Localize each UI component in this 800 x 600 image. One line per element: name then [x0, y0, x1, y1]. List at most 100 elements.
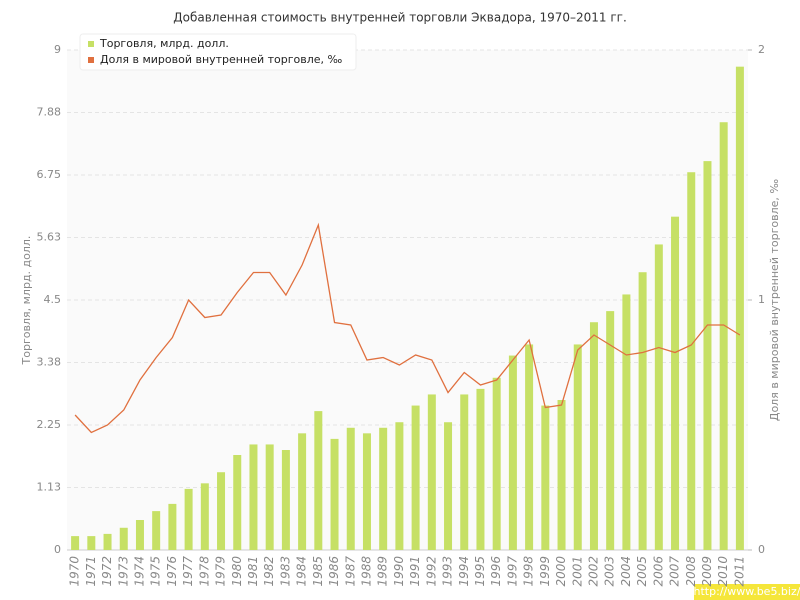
bar	[184, 488, 193, 550]
bar	[119, 527, 128, 550]
bar	[281, 450, 290, 550]
bar	[103, 533, 112, 550]
bar	[362, 433, 371, 550]
x-tick-label: 1996	[489, 556, 503, 587]
legend-label: Торговля, млрд. долл.	[99, 37, 229, 50]
bar	[654, 244, 663, 550]
y2-tick-label: 2	[758, 43, 765, 56]
bar	[298, 433, 307, 550]
bar	[460, 394, 469, 550]
x-tick-label: 2007	[668, 556, 682, 587]
x-tick-label: 2010	[716, 556, 730, 587]
x-tick-label: 2011	[732, 556, 746, 587]
x-tick-label: 1993	[441, 556, 455, 587]
x-tick-label: 2008	[684, 556, 698, 587]
x-tick-label: 1978	[197, 556, 211, 587]
bar	[200, 483, 209, 550]
legend-swatch	[88, 57, 94, 63]
bar	[541, 405, 550, 550]
bar	[606, 311, 615, 550]
y-tick-label: 3.38	[37, 356, 62, 369]
x-tick-label: 1970	[68, 556, 82, 587]
watermark-box	[694, 584, 800, 600]
legend-swatch	[88, 41, 94, 47]
x-tick-label: 1981	[246, 556, 260, 587]
y-tick-label: 5.63	[37, 231, 62, 244]
x-tick-label: 1998	[522, 556, 536, 587]
y2-tick-label: 0	[758, 543, 765, 556]
x-tick-label: 1980	[230, 556, 244, 587]
legend-box	[79, 33, 357, 71]
x-tick-label: 1975	[149, 556, 163, 587]
x-tick-label: 1992	[424, 556, 438, 587]
chart-title: Добавленная стоимость внутренней торговл…	[173, 11, 627, 25]
x-tick-label: 1977	[181, 556, 195, 587]
x-tick-label: 1983	[278, 556, 292, 587]
x-tick-label: 1988	[359, 556, 373, 587]
x-tick-label: 2002	[586, 556, 600, 587]
bar	[735, 66, 744, 551]
y-tick-label: 1.13	[37, 481, 62, 494]
bar	[87, 536, 96, 550]
bar	[508, 355, 517, 550]
x-tick-label: 2009	[700, 556, 714, 587]
bar	[638, 272, 647, 550]
bar	[249, 444, 258, 550]
bar	[476, 388, 485, 550]
line	[74, 222, 741, 434]
x-tick-label: 1990	[392, 556, 406, 587]
x-tick-label: 1976	[165, 556, 179, 587]
y-tick-label: 2.25	[37, 418, 62, 431]
bar	[589, 322, 598, 550]
bar	[265, 444, 274, 550]
y-tick-label: 4.5	[44, 293, 62, 306]
x-tick-label: 1987	[343, 556, 357, 587]
x-tick-label: 1999	[538, 556, 552, 587]
bar	[427, 394, 436, 550]
x-tick-label: 2003	[603, 556, 617, 587]
y-tick-label: 7.88	[37, 106, 62, 119]
legend-label: Доля в мировой внутренней торговле, ‰	[100, 53, 343, 66]
x-tick-label: 1974	[132, 556, 146, 587]
bar	[330, 438, 339, 550]
x-tick-label: 2000	[554, 556, 568, 587]
bar	[71, 536, 80, 550]
y-tick-label: 0	[54, 543, 61, 556]
x-tick-label: 1979	[214, 556, 228, 587]
bar	[411, 405, 420, 550]
x-tick-label: 1982	[262, 556, 276, 587]
y-tick-label: 9	[54, 43, 61, 56]
bar	[719, 122, 728, 550]
x-tick-label: 1971	[84, 556, 98, 587]
bar	[168, 503, 177, 550]
x-tick-label: 2001	[570, 556, 584, 587]
y2-tick-label: 1	[758, 293, 765, 306]
y-axis-label: Торговля, млрд. долл.	[20, 236, 33, 366]
bar	[525, 344, 534, 550]
x-tick-label: 1986	[327, 556, 341, 587]
bar	[135, 520, 144, 550]
x-tick-label: 1972	[100, 556, 114, 587]
bar	[703, 161, 712, 550]
bar	[217, 472, 226, 550]
bar	[573, 344, 582, 550]
bar	[444, 422, 453, 550]
bar	[152, 511, 161, 550]
bar	[233, 455, 242, 550]
bar	[314, 411, 323, 550]
x-tick-label: 1973	[116, 556, 130, 587]
x-tick-label: 1985	[311, 556, 325, 587]
x-tick-label: 1984	[295, 556, 309, 587]
bar	[395, 422, 404, 550]
x-tick-label: 1995	[473, 556, 487, 587]
x-tick-label: 2004	[619, 556, 633, 587]
bar	[687, 172, 696, 550]
x-tick-label: 1989	[376, 556, 390, 587]
bar	[622, 294, 631, 550]
x-tick-label: 2005	[635, 556, 649, 587]
bar	[671, 216, 680, 550]
x-tick-label: 1991	[408, 556, 422, 587]
x-tick-label: 2006	[651, 556, 665, 587]
watermark: http://www.be5.biz/	[694, 585, 800, 598]
